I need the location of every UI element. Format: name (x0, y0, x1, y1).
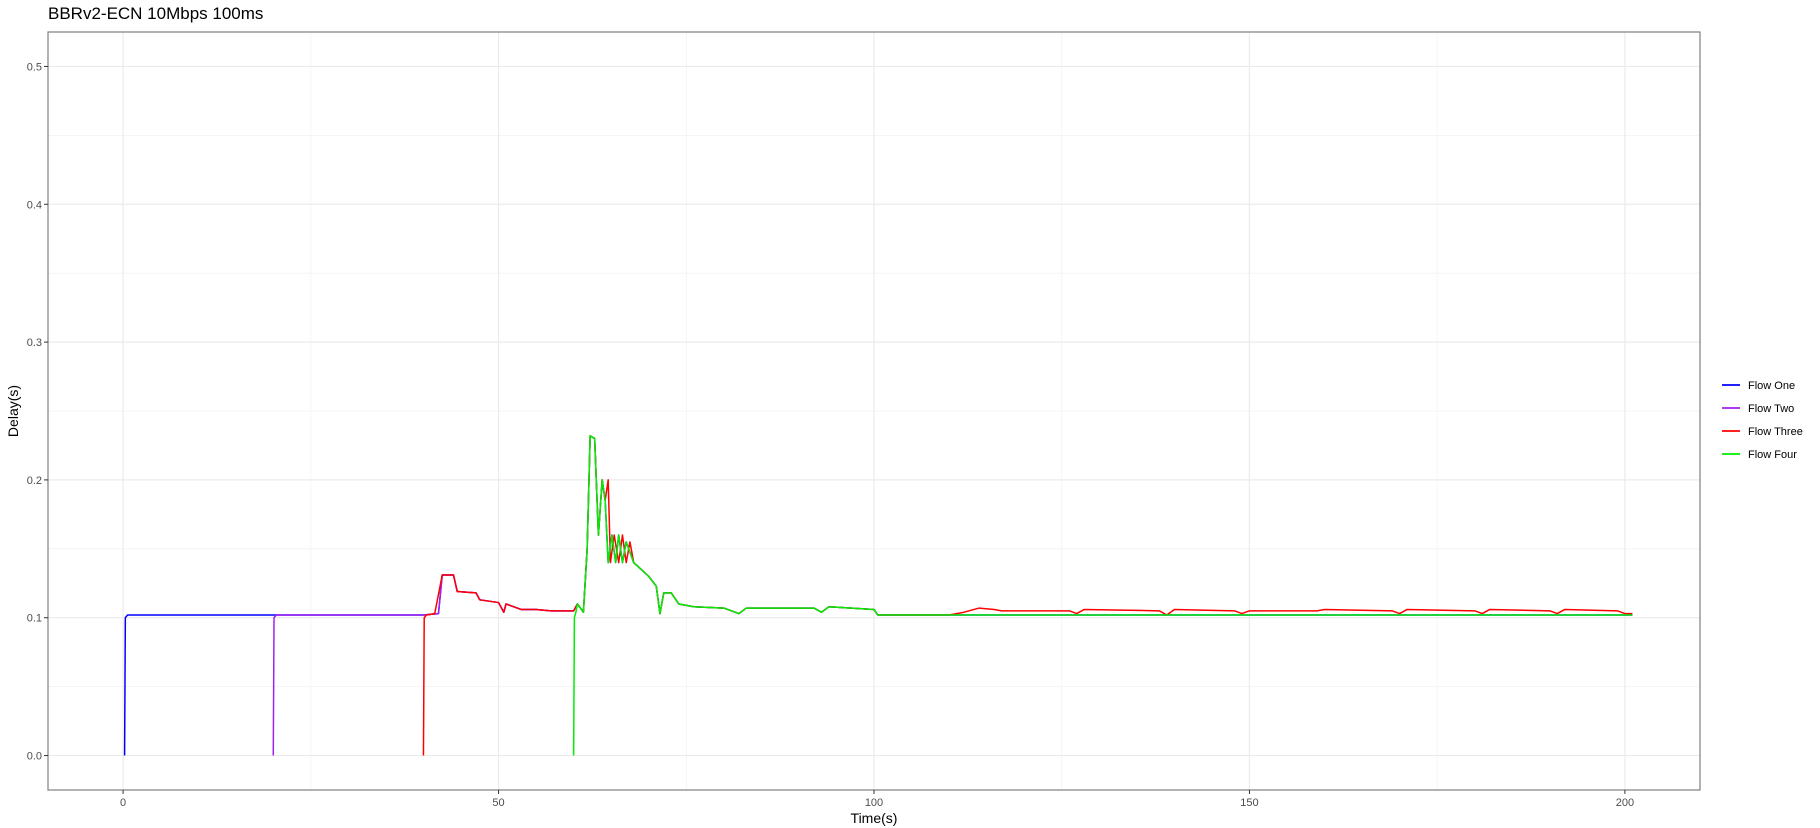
y-tick-label: 0.4 (27, 199, 42, 211)
x-tick-label: 100 (865, 797, 883, 809)
x-tick-label: 200 (1616, 797, 1634, 809)
series-line-4 (572, 435, 1633, 756)
legend-label-2: Flow Two (1748, 403, 1794, 415)
chart-title: BBRv2-ECN 10Mbps 100ms (48, 4, 264, 23)
x-tick-label: 50 (492, 797, 504, 809)
y-tick-label: 0.2 (27, 475, 42, 487)
y-tick-label: 0.3 (27, 337, 42, 349)
legend: Flow One Flow Two Flow Three Flow Four (1722, 380, 1803, 461)
x-tick-label: 150 (1240, 797, 1258, 809)
y-axis-title: Delay(s) (5, 385, 21, 437)
y-tick-label: 0.1 (27, 613, 42, 625)
y-tick-label: 0.5 (27, 61, 42, 73)
x-axis-title: Time(s) (851, 810, 898, 826)
x-tick-label: 0 (120, 797, 126, 809)
legend-label-4: Flow Four (1748, 449, 1797, 461)
y-tick-label: 0.0 (27, 751, 42, 763)
legend-label-1: Flow One (1748, 380, 1795, 392)
legend-label-3: Flow Three (1748, 426, 1803, 438)
